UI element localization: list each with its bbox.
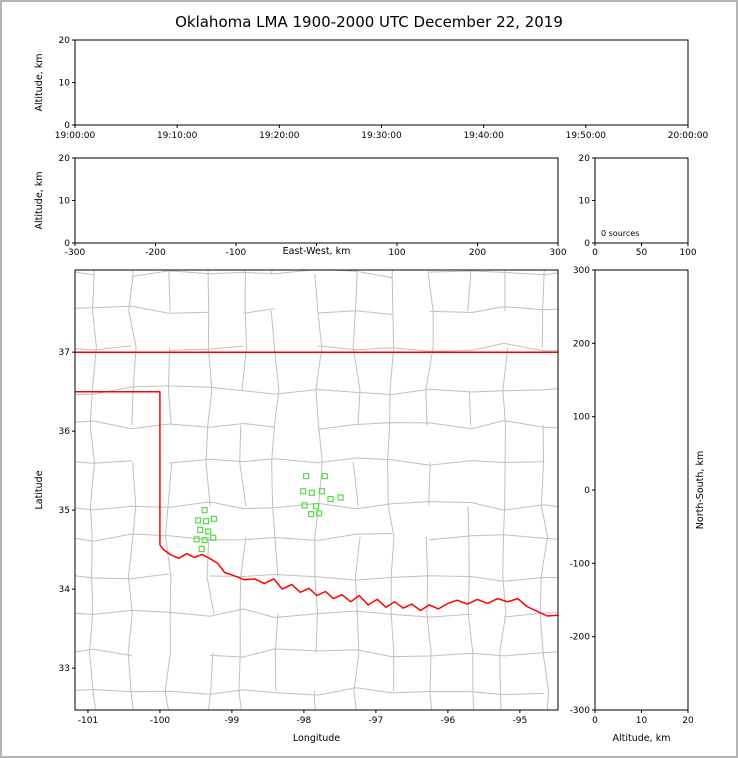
map-xlabel: Longitude [293, 733, 340, 744]
latitude-tick-label: 33 [59, 664, 70, 674]
lma-source-marker [202, 518, 210, 525]
lma-source-marker [308, 489, 315, 496]
lma-source-marker [198, 545, 205, 553]
x-tick-label: 10 [636, 716, 648, 726]
histogram-annotation: 0 sources [601, 229, 639, 238]
time-height-ylabel: Altitude, km [34, 54, 45, 112]
ew-height-ylabel: Altitude, km [34, 172, 45, 230]
time-tick-label: 19:00:00 [55, 131, 96, 141]
render-root: 0 10 20 19:00:00 19:10:00 19:20:00 19:30:00 19:… [55, 36, 709, 726]
ns-tick-label: -200 [570, 633, 591, 643]
x-tick-label: 50 [636, 248, 648, 258]
ns-height-ylabel: North-South, km [695, 451, 706, 529]
longitude-tick-label: -96 [441, 716, 456, 726]
latitude-tick-label: 37 [59, 348, 70, 358]
x-tick-label: 20 [682, 716, 694, 726]
state-border-panhandle [75, 390, 161, 545]
lma-source-marker [318, 488, 325, 495]
map-content [75, 270, 558, 710]
longitude-tick-label: -95 [512, 716, 527, 726]
time-tick-label: 19:40:00 [463, 131, 504, 141]
latitude-tick-label: 35 [59, 506, 70, 516]
ns-tick-label: -100 [570, 559, 591, 569]
ns-tick-label: 300 [573, 266, 590, 276]
ew-height-xlabel: East-West, km [283, 246, 351, 257]
map-ylabel: Latitude [34, 470, 45, 509]
y-tick-label: 20 [59, 36, 71, 46]
ns-tick-label: 0 [584, 486, 590, 496]
lma-source-marker [201, 507, 208, 514]
x-tick-label: 100 [388, 248, 405, 258]
county-boundaries [75, 270, 558, 710]
lma-source-marker [301, 502, 308, 509]
time-tick-label: 20:00:00 [668, 131, 709, 141]
lma-source-marker [201, 537, 208, 544]
longitude-tick-label: -97 [369, 716, 384, 726]
y-tick-label: 0 [64, 121, 70, 131]
state-border-red-river [159, 544, 558, 617]
lma-source-marker [193, 536, 200, 543]
lma-source-marker [300, 488, 307, 495]
y-tick-label: 10 [579, 197, 591, 207]
latitude-tick-label: 36 [59, 427, 71, 437]
x-tick-label: -200 [145, 248, 166, 258]
lma-source-marker [210, 534, 217, 541]
time-tick-label: 19:30:00 [361, 131, 402, 141]
ns-height-xlabel: Altitude, km [613, 733, 671, 744]
y-tick-label: 10 [59, 79, 71, 89]
latitude-tick-label: 34 [59, 585, 71, 595]
longitude-tick-label: -100 [150, 716, 171, 726]
x-tick-label: -100 [226, 248, 247, 258]
lma-source-marker [195, 517, 202, 524]
ns-tick-label: -300 [570, 706, 591, 716]
lma-source-marker [337, 494, 344, 501]
x-tick-label: 0 [592, 248, 598, 258]
longitude-tick-label: -101 [78, 716, 98, 726]
lma-source-marker [303, 473, 310, 480]
lma-source-marker [197, 526, 204, 534]
x-tick-label: 0 [592, 716, 598, 726]
y-tick-label: 20 [579, 154, 591, 164]
y-tick-label: 10 [59, 197, 71, 207]
y-tick-label: 0 [64, 239, 70, 249]
longitude-tick-label: -98 [297, 716, 312, 726]
time-tick-label: 19:10:00 [157, 131, 198, 141]
x-tick-label: 200 [469, 248, 486, 258]
lma-source-markers [193, 473, 344, 553]
ns-tick-label: 200 [573, 339, 590, 349]
x-tick-label: -300 [65, 248, 86, 258]
time-tick-label: 19:20:00 [259, 131, 300, 141]
lma-source-marker [205, 528, 212, 535]
lma-source-marker [315, 510, 323, 517]
y-tick-label: 0 [584, 239, 590, 249]
ns-tick-label: 100 [573, 413, 590, 423]
chart-title: Oklahoma LMA 1900-2000 UTC December 22, … [175, 13, 563, 31]
x-tick-label: 100 [679, 248, 696, 258]
x-tick-label: 300 [549, 248, 566, 258]
lma-source-marker [327, 496, 334, 503]
lma-source-marker [210, 515, 217, 522]
time-tick-label: 19:50:00 [566, 131, 607, 141]
lma-source-marker [313, 503, 320, 510]
lma-source-marker [308, 511, 315, 518]
lma-source-marker [321, 473, 328, 480]
longitude-tick-label: -99 [225, 716, 240, 726]
y-tick-label: 20 [59, 154, 71, 164]
panel-frame [74, 269, 559, 711]
